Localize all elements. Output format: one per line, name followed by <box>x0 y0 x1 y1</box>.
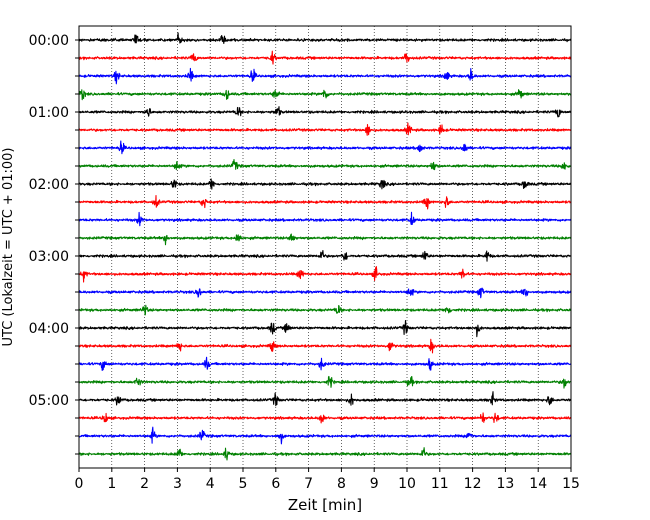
seismic-trace-0400 <box>78 320 572 338</box>
seismic-trace-0315 <box>78 265 572 283</box>
x-tick-label: 10 <box>398 476 416 492</box>
x-tick-label: 8 <box>337 476 346 492</box>
seismic-trace-0430 <box>78 356 572 371</box>
seismic-trace-0230 <box>78 211 572 227</box>
seismic-trace-0200 <box>78 178 572 190</box>
x-tick-label: 7 <box>304 476 313 492</box>
x-tick-label: 15 <box>562 476 580 492</box>
x-tick-label: 14 <box>529 476 547 492</box>
y-tick-label: 03:00 <box>29 249 69 265</box>
seismic-trace-0445 <box>78 375 572 389</box>
seismic-trace-0100 <box>78 106 572 118</box>
seismic-trace-0515 <box>78 412 572 424</box>
seismic-trace-0330 <box>78 287 572 299</box>
seismic-trace-0545 <box>78 447 572 461</box>
x-tick-label: 5 <box>239 476 248 492</box>
x-tick-label: 12 <box>464 476 482 492</box>
seismic-trace-0030 <box>78 67 572 85</box>
seismic-trace-0015 <box>78 50 572 65</box>
seismic-trace-0000 <box>78 32 572 44</box>
y-tick-label: 01:00 <box>29 105 69 121</box>
x-tick-label: 11 <box>431 476 449 492</box>
y-tick-label: 00:00 <box>29 33 69 49</box>
y-tick-label: 04:00 <box>29 321 69 337</box>
y-tick-label: 02:00 <box>29 177 69 193</box>
seismic-trace-0215 <box>78 195 572 210</box>
x-tick-label: 6 <box>271 476 280 492</box>
seismic-trace-0300 <box>78 249 572 262</box>
seismic-trace-0245 <box>78 233 572 246</box>
x-axis-label: Zeit [min] <box>288 496 362 514</box>
y-axis-label: UTC (Lokalzeit = UTC + 01:00) <box>1 148 16 347</box>
seismic-trace-0345 <box>78 304 572 316</box>
y-tick-label: 05:00 <box>29 393 69 409</box>
seismic-trace-0145 <box>78 159 572 171</box>
x-tick-label: 13 <box>496 476 514 492</box>
seismic-trace-0530 <box>78 426 572 445</box>
x-tick-label: 9 <box>370 476 379 492</box>
seismic-trace-0130 <box>78 140 572 155</box>
seismic-trace-0500 <box>78 391 572 407</box>
x-tick-label: 1 <box>107 476 116 492</box>
x-tick-label: 0 <box>75 476 84 492</box>
x-tick-label: 2 <box>140 476 149 492</box>
plot-frame <box>78 25 572 469</box>
trace-layer <box>78 32 572 461</box>
tick-layer: 0 1 2 3 4 5 6 7 8 9 10 11 12 13 14 1500:0001:0002:0003:… <box>29 33 580 492</box>
seismic-trace-0045 <box>78 89 572 101</box>
seismic-trace-0415 <box>78 338 572 354</box>
x-tick-label: 4 <box>206 476 215 492</box>
x-tick-label: 3 <box>173 476 182 492</box>
seismic-trace-0115 <box>78 122 572 136</box>
